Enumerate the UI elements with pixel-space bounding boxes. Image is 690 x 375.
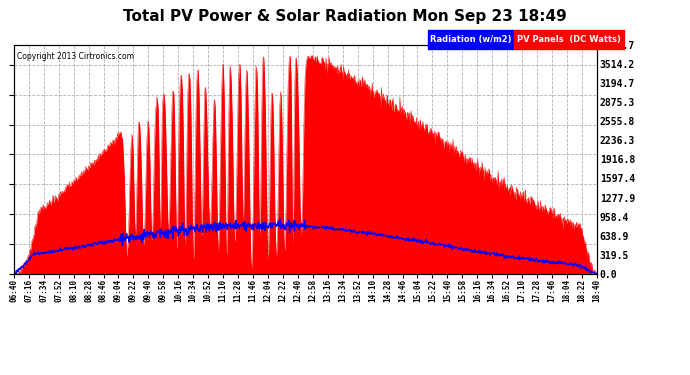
Text: Total PV Power & Solar Radiation Mon Sep 23 18:49: Total PV Power & Solar Radiation Mon Sep… xyxy=(123,9,567,24)
Bar xyxy=(514,30,624,49)
Text: PV Panels  (DC Watts): PV Panels (DC Watts) xyxy=(518,35,621,44)
Text: Radiation (w/m2): Radiation (w/m2) xyxy=(430,35,512,44)
Bar xyxy=(428,30,514,49)
Text: Copyright 2013 Cirtronics.com: Copyright 2013 Cirtronics.com xyxy=(17,52,134,61)
